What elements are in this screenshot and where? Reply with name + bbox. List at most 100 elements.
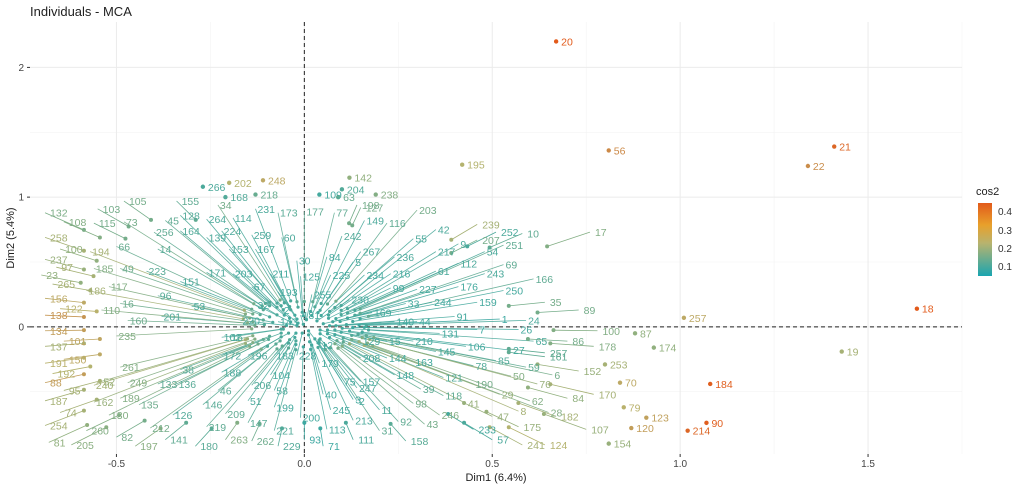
data-point: [333, 342, 337, 346]
label-segment: [486, 411, 519, 428]
data-point: [357, 323, 361, 327]
point-label: 167: [257, 244, 275, 256]
point-label: 262: [257, 436, 275, 448]
label-segment: [527, 338, 568, 342]
data-point: [97, 352, 102, 357]
data-point: [602, 362, 608, 367]
data-point: [245, 337, 250, 341]
label-segment: [206, 348, 278, 428]
label-segment: [320, 220, 365, 304]
data-point: [621, 405, 626, 410]
point-label: 142: [354, 173, 372, 185]
data-point: [364, 323, 369, 328]
x-axis-title: Dim1 (6.4%): [465, 472, 526, 484]
label-segment: [341, 345, 440, 416]
label-segment: [546, 231, 591, 247]
point-label: 238: [381, 190, 399, 202]
label-segment: [277, 428, 283, 447]
x-tick-label: 1.0: [673, 459, 687, 470]
data-point: [350, 337, 354, 342]
label-segment: [63, 380, 101, 391]
label-segment: [232, 217, 285, 304]
label-segment: [317, 342, 354, 400]
data-point: [351, 319, 355, 324]
label-segment: [368, 329, 534, 342]
point-label: 130: [111, 410, 129, 422]
data-point: [209, 426, 214, 431]
data-point: [294, 342, 298, 347]
data-point: [323, 348, 327, 352]
data-point: [94, 258, 99, 263]
legend-tick-label: 0.2: [998, 244, 1012, 255]
data-point: [259, 347, 263, 351]
label-segment: [327, 222, 388, 305]
point-label: 188: [224, 367, 242, 379]
data-point: [362, 343, 366, 348]
data-point: [338, 319, 342, 324]
data-point: [347, 342, 352, 346]
point-label: 265: [58, 279, 76, 291]
point-label: 57: [497, 435, 509, 447]
point-label: 179: [321, 358, 339, 370]
data-point: [251, 312, 255, 316]
point-label: 233: [478, 424, 496, 436]
point-label: 205: [76, 440, 94, 452]
data-point: [81, 248, 86, 253]
data-point: [81, 341, 86, 346]
point-label: 191: [50, 358, 68, 370]
data-point: [308, 340, 312, 344]
data-point: [347, 329, 352, 333]
label-segment: [108, 286, 250, 319]
point-label: 193: [280, 287, 298, 299]
label-segment: [306, 294, 313, 320]
label-segment: [44, 357, 84, 364]
data-point: [545, 244, 550, 249]
label-segment: [373, 337, 553, 376]
point-label: 100: [602, 326, 620, 338]
point-label: 264: [209, 214, 227, 226]
point-label: 267: [363, 247, 381, 259]
point-label: 91: [457, 311, 469, 323]
data-point: [316, 341, 320, 345]
data-point: [341, 340, 345, 344]
label-segment: [221, 332, 282, 356]
data-point: [331, 320, 335, 324]
data-point: [200, 184, 206, 189]
data-point: [360, 336, 364, 340]
point-label: 35: [550, 297, 562, 309]
point-label: 147: [250, 418, 268, 430]
point-label: 194: [92, 247, 110, 259]
legend: cos2 0.4 0.3 0.2 0.1: [974, 186, 1022, 306]
label-segment: [101, 309, 248, 324]
point-label: 100: [65, 244, 83, 256]
data-point: [548, 382, 553, 387]
point-label: 118: [445, 391, 462, 403]
point-label: 63: [343, 192, 355, 204]
label-segment: [316, 299, 350, 322]
point-label: 27: [513, 345, 525, 357]
point-label: 12: [321, 340, 333, 352]
data-point: [295, 300, 299, 304]
label-segment: [314, 235, 343, 308]
segment-layer: [41, 200, 598, 447]
point-label: 248: [268, 175, 286, 187]
point-label: 31: [382, 426, 394, 438]
data-point: [266, 337, 271, 342]
point-label: 157: [363, 376, 381, 388]
point-label: 228: [299, 350, 317, 362]
label-segment: [296, 260, 303, 313]
point-label: 214: [693, 426, 711, 438]
label-segment: [44, 297, 84, 304]
data-point: [94, 309, 99, 314]
label-segment: [320, 329, 361, 342]
label-segment: [93, 339, 246, 386]
point-label: 73: [126, 217, 138, 229]
point-label: 216: [393, 269, 411, 281]
data-point: [275, 301, 279, 305]
data-point: [318, 328, 322, 332]
label-segment: [329, 337, 395, 376]
data-point: [327, 324, 332, 328]
point-label: 187: [50, 396, 68, 408]
data-point: [235, 420, 240, 425]
